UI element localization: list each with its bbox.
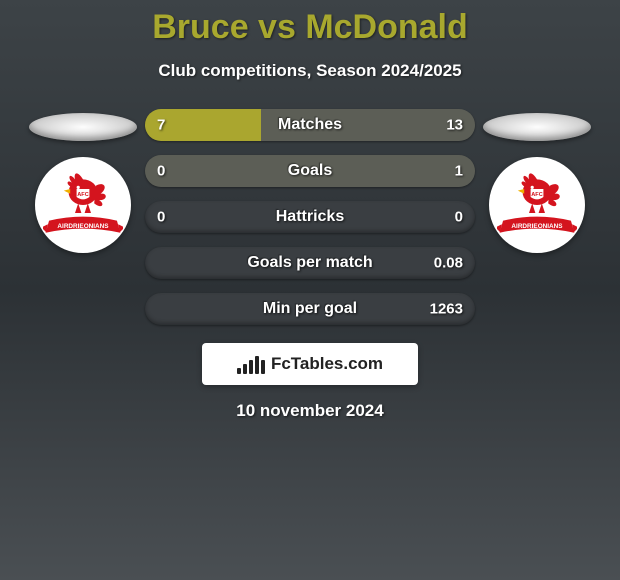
comparison-card: Bruce vs McDonald Club competitions, Sea… (0, 0, 620, 421)
snapshot-date: 10 november 2024 (0, 401, 620, 421)
stat-value-right: 1263 (430, 301, 463, 318)
badge-graphic: AIRDRIEONIANS AFC (497, 165, 577, 245)
player-silhouette-right (483, 113, 591, 141)
svg-text:AIRDRIEONIANS: AIRDRIEONIANS (511, 223, 563, 230)
stat-bar: 7Matches13 (145, 109, 475, 141)
stat-bar: 0Goals1 (145, 155, 475, 187)
club-badge-left: AIRDRIEONIANS AFC (35, 157, 131, 253)
stat-segment-right (261, 109, 476, 141)
stats-bars: 7Matches13 0Goals1 0Hattricks0 Goals per ma… (137, 109, 483, 325)
icon-bar (255, 356, 259, 374)
icon-bar (243, 364, 247, 374)
attribution-text: FcTables.com (271, 354, 383, 374)
main-row: AIRDRIEONIANS AFC 7Matches13 0Goals1 0Hatt… (0, 109, 620, 325)
stat-label: Hattricks (145, 208, 475, 226)
svg-text:AIRDRIEONIANS: AIRDRIEONIANS (57, 223, 109, 230)
svg-text:AFC: AFC (531, 192, 543, 198)
stat-value-right: 0 (455, 209, 463, 226)
svg-text:AFC: AFC (77, 192, 89, 198)
page-subtitle: Club competitions, Season 2024/2025 (0, 61, 620, 81)
stat-segment-right (145, 155, 475, 187)
attribution-box: FcTables.com (202, 343, 418, 385)
club-badge-right: AIRDRIEONIANS AFC (489, 157, 585, 253)
stat-value-right: 0.08 (434, 255, 463, 272)
chart-bars-icon (237, 354, 265, 374)
badge-graphic: AIRDRIEONIANS AFC (43, 165, 123, 245)
badge-svg: AIRDRIEONIANS AFC (43, 165, 123, 245)
player-silhouette-left (29, 113, 137, 141)
stat-bar: Min per goal1263 (145, 293, 475, 325)
icon-bar (237, 368, 241, 374)
icon-bar (249, 360, 253, 374)
page-title: Bruce vs McDonald (0, 8, 620, 47)
stat-label: Min per goal (145, 300, 475, 318)
right-player-col: AIRDRIEONIANS AFC (483, 109, 591, 253)
stat-bar: 0Hattricks0 (145, 201, 475, 233)
left-player-col: AIRDRIEONIANS AFC (29, 109, 137, 253)
stat-segment-left (145, 109, 261, 141)
stat-value-left: 0 (157, 209, 165, 226)
stat-bar: Goals per match0.08 (145, 247, 475, 279)
badge-svg: AIRDRIEONIANS AFC (497, 165, 577, 245)
icon-bar (261, 360, 265, 374)
stat-label: Goals per match (145, 254, 475, 272)
